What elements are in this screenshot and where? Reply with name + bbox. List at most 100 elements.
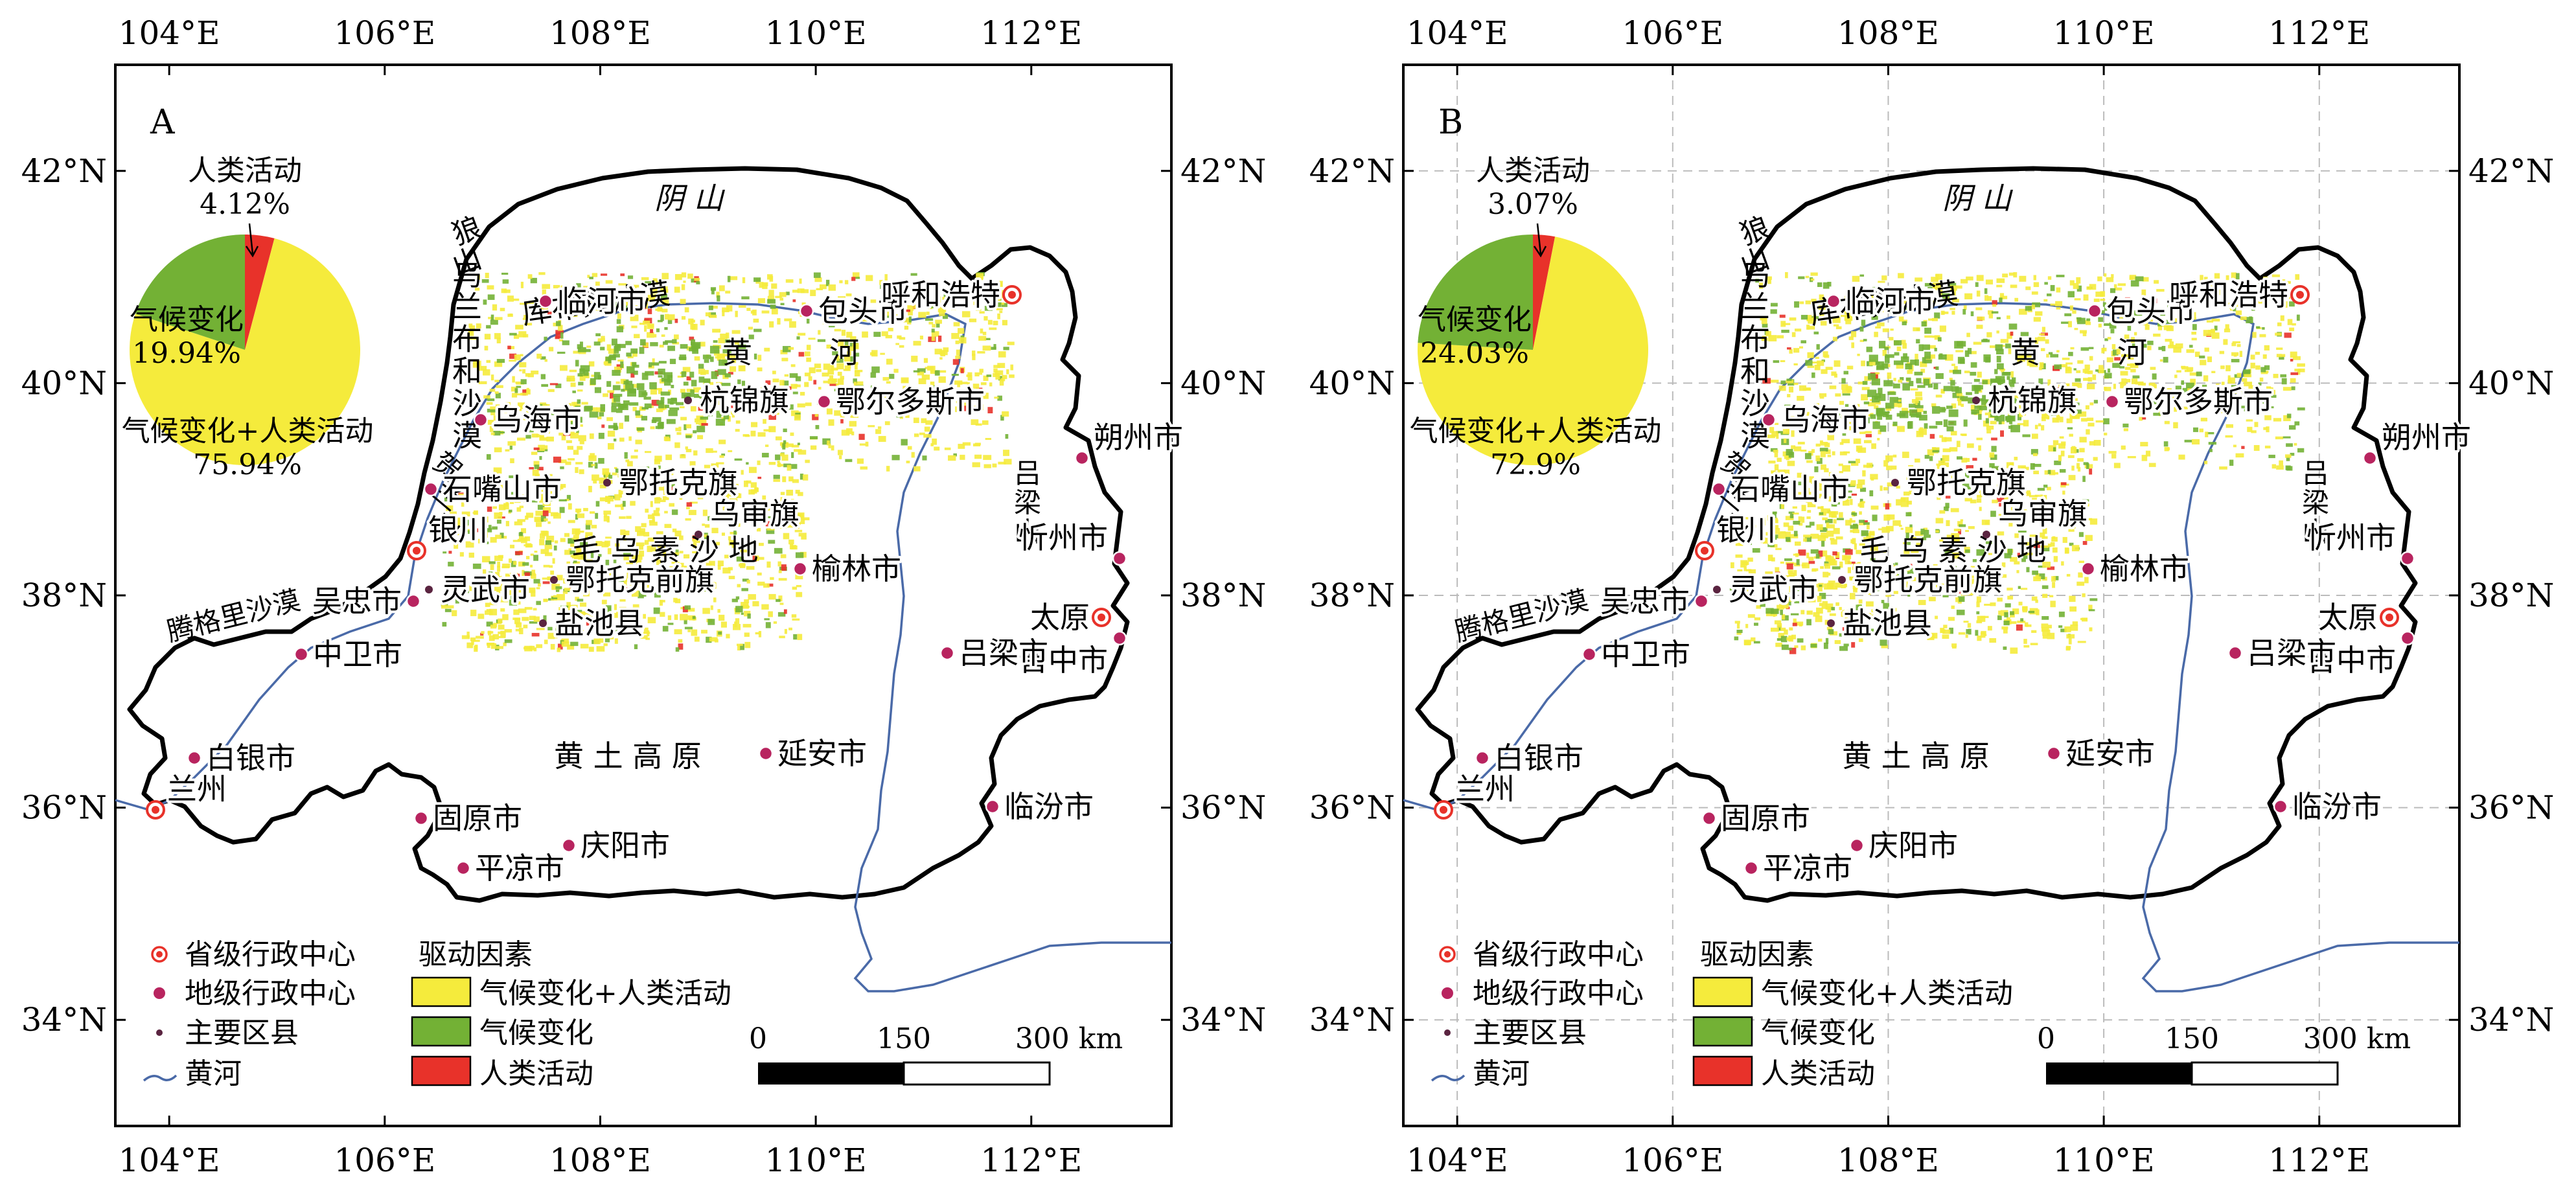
driver-patch xyxy=(855,352,860,357)
driver-patch xyxy=(2098,367,2104,374)
driver-patch xyxy=(1852,291,1857,297)
driver-patch xyxy=(661,299,669,304)
driver-patch xyxy=(899,315,903,321)
driver-patch xyxy=(972,384,980,390)
driver-patch xyxy=(2038,378,2043,385)
driver-patch xyxy=(2264,415,2271,420)
driver-patch xyxy=(939,309,945,316)
driver-patch xyxy=(2287,281,2291,284)
driver-patch xyxy=(514,521,523,525)
driver-patch xyxy=(623,380,633,385)
driver-patch xyxy=(1819,448,1828,452)
driver-patch xyxy=(1907,619,1912,624)
driver-patch xyxy=(1795,589,1804,591)
driver-patch xyxy=(594,462,598,469)
driver-patch xyxy=(531,569,536,575)
driver-patch xyxy=(783,389,786,395)
driver-patch xyxy=(1999,297,2003,303)
driver-patch xyxy=(2013,395,2022,398)
driver-patch xyxy=(769,409,775,413)
driver-patch xyxy=(663,488,667,496)
driver-patch xyxy=(774,547,783,554)
driver-patch xyxy=(1912,536,1916,540)
driver-patch xyxy=(1845,319,1852,325)
driver-patch xyxy=(1745,569,1752,571)
driver-patch xyxy=(899,337,906,340)
place-label: 临河市 xyxy=(1845,284,1935,319)
driver-patch xyxy=(463,590,469,593)
driver-patch xyxy=(2014,533,2019,538)
driver-patch xyxy=(498,625,505,630)
driver-patch xyxy=(2028,610,2035,614)
driver-patch xyxy=(1933,564,1938,568)
driver-patch xyxy=(2197,387,2202,393)
driver-patch xyxy=(689,580,694,587)
driver-patch xyxy=(1770,536,1777,540)
driver-patch xyxy=(880,352,885,355)
driver-patch xyxy=(632,584,640,588)
driver-patch xyxy=(764,347,770,352)
driver-patch xyxy=(1967,348,1972,354)
driver-patch xyxy=(614,466,617,469)
driver-patch xyxy=(1799,385,1806,391)
driver-patch xyxy=(844,355,851,362)
driver-patch xyxy=(2064,483,2069,486)
driver-patch xyxy=(510,544,515,549)
driver-patch xyxy=(697,494,704,499)
driver-patch xyxy=(728,540,735,545)
driver-patch xyxy=(2224,328,2231,332)
driver-patch xyxy=(1949,308,1955,310)
driver-patch xyxy=(2286,413,2292,419)
driver-patch xyxy=(2093,400,2098,404)
driver-patch xyxy=(608,442,614,450)
driver-patch xyxy=(529,615,536,621)
driver-patch xyxy=(1839,471,1843,474)
driver-patch xyxy=(2052,582,2056,588)
prefecture-marker xyxy=(792,561,808,577)
driver-patch xyxy=(2255,283,2262,286)
driver-patch xyxy=(2082,517,2086,523)
lat-tick-label-left: 42°N xyxy=(21,152,107,190)
driver-patch xyxy=(914,303,923,309)
driver-patch xyxy=(851,277,856,281)
driver-patch xyxy=(982,420,989,425)
driver-patch xyxy=(1773,360,1780,363)
driver-patch xyxy=(683,554,690,558)
driver-patch xyxy=(519,362,527,367)
driver-patch xyxy=(771,308,778,315)
driver-patch xyxy=(634,334,640,338)
driver-patch xyxy=(2016,624,2023,631)
driver-patch xyxy=(575,462,583,465)
driver-patch xyxy=(1791,332,1796,338)
driver-patch xyxy=(733,495,738,498)
driver-patch xyxy=(1905,564,1913,568)
driver-patch xyxy=(2169,341,2174,347)
driver-patch xyxy=(1780,610,1783,615)
driver-patch xyxy=(489,561,496,564)
driver-patch xyxy=(2191,439,2200,445)
driver-patch xyxy=(478,365,487,371)
prefecture-marker xyxy=(293,647,309,662)
driver-patch xyxy=(1808,597,1816,603)
driver-patch xyxy=(1951,403,1957,409)
driver-patch xyxy=(2083,378,2090,381)
driver-patch xyxy=(573,311,581,314)
place-label-halo: 兰州 xyxy=(167,772,227,807)
driver-patch xyxy=(841,329,846,336)
driver-patch xyxy=(975,387,983,393)
driver-patch xyxy=(547,632,555,639)
driver-patch xyxy=(553,545,557,551)
driver-patch xyxy=(2034,506,2041,511)
driver-patch xyxy=(591,525,597,529)
driver-patch xyxy=(908,316,912,323)
driver-patch xyxy=(1977,316,1985,321)
driver-patch xyxy=(1859,522,1866,525)
driver-patch xyxy=(1738,520,1742,524)
driver-patch xyxy=(1846,496,1852,499)
legend-provincial-label: 省级行政中心 xyxy=(185,938,356,971)
driver-patch xyxy=(518,331,527,338)
driver-patch xyxy=(619,422,623,430)
driver-patch xyxy=(601,336,605,340)
driver-patch xyxy=(2040,494,2043,499)
driver-patch xyxy=(612,472,617,476)
